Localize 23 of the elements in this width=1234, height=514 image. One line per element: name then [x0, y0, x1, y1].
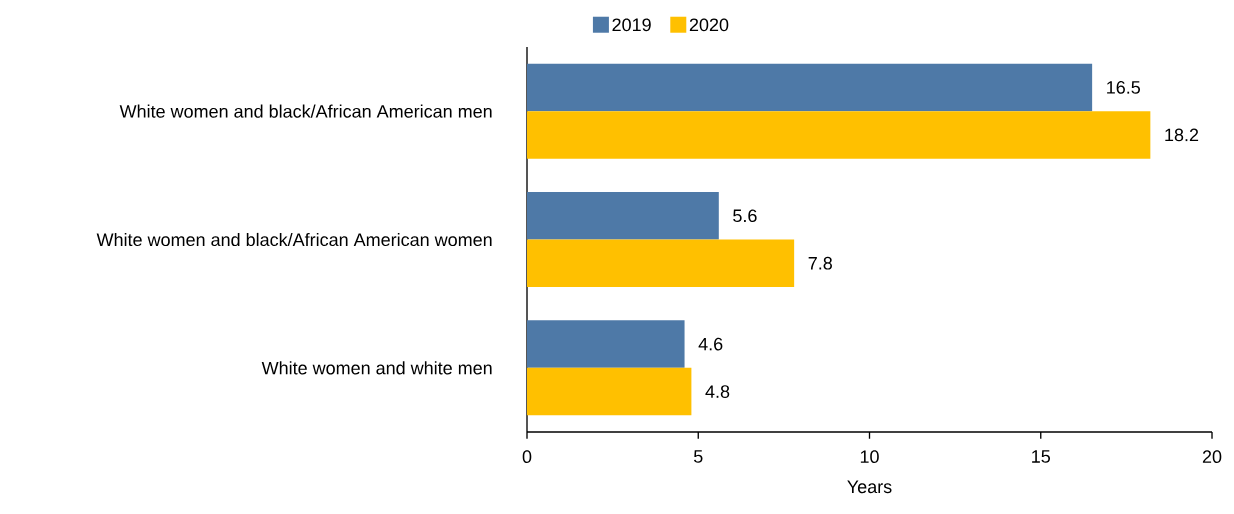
- data-label: 4.6: [698, 337, 723, 351]
- x-tick-label: 15: [1032, 450, 1051, 463]
- x-tick-label: 20: [1202, 450, 1222, 463]
- bar: [527, 192, 719, 240]
- data-label: 16.5: [1107, 81, 1141, 94]
- x-tick-label: 0: [522, 450, 532, 463]
- legend-label: 2020: [689, 18, 729, 32]
- y-tick-label: White women and black/African American men: [119, 104, 492, 118]
- bar: [527, 111, 1151, 159]
- data-label: 7.8: [808, 256, 832, 270]
- data-label: 5.6: [733, 209, 757, 223]
- bar: [527, 320, 685, 368]
- x-tick-label: 5: [693, 450, 703, 463]
- data-label: 18.2: [1165, 128, 1199, 142]
- x-tick-label: 10: [860, 450, 879, 463]
- y-tick-label: White women and black/African American women: [96, 232, 492, 247]
- bar: [527, 239, 795, 287]
- bar: [527, 63, 1093, 112]
- x-axis-title: Years: [847, 480, 892, 494]
- legend-label: 2019: [612, 18, 651, 32]
- bar: [527, 367, 692, 416]
- data-label: 4.8: [705, 385, 730, 398]
- y-tick-label: White women and white men: [261, 361, 492, 375]
